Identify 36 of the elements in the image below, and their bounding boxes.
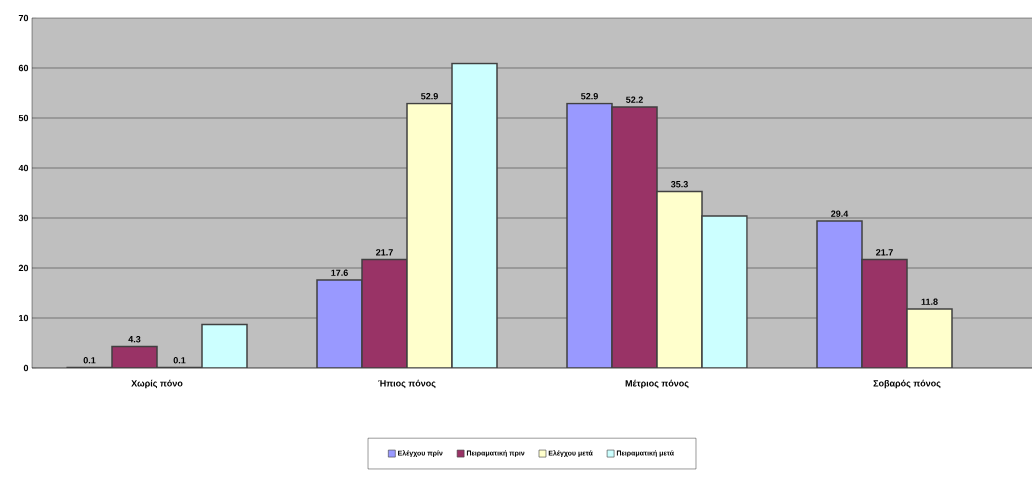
x-tick-label: Ήπιος πόνος (378, 379, 436, 389)
data-label: 21.7 (876, 249, 893, 256)
y-tick-label: 0 (23, 364, 29, 372)
bar (316, 279, 363, 368)
bar (861, 258, 908, 368)
data-label: 52.2 (626, 96, 643, 103)
y-tick-label: 30 (18, 214, 29, 222)
y-tick-label: 20 (18, 264, 29, 272)
data-label: 35.3 (670, 181, 688, 188)
x-tick-label: Σοβαρός πόνος (873, 379, 941, 389)
y-tick-label: 50 (18, 114, 29, 122)
bar (657, 191, 703, 368)
x-tick-label: Μέτριος πόνος (625, 379, 689, 389)
bar (361, 258, 408, 368)
bar (406, 102, 453, 368)
bar (906, 308, 953, 368)
bar (201, 323, 248, 368)
data-label: 52.9 (581, 93, 598, 100)
bar (701, 215, 748, 368)
y-tick-label: 70 (18, 14, 29, 22)
data-label: 52.9 (421, 93, 438, 100)
data-label: 11.8 (921, 298, 938, 305)
y-tick-label: 10 (19, 314, 29, 322)
y-tick-label: 60 (18, 64, 29, 72)
bar (451, 62, 498, 368)
data-label: 21.7 (376, 249, 393, 256)
x-tick-label: Χωρίς πόνο (131, 379, 183, 389)
data-label: 4.3 (128, 336, 141, 343)
bar (567, 103, 612, 368)
data-label: 29.4 (831, 210, 849, 217)
data-label: 17.6 (331, 269, 348, 276)
y-tick-label: 40 (18, 164, 29, 172)
bar (816, 220, 863, 368)
bar (612, 107, 658, 368)
data-label: 0.1 (83, 357, 96, 364)
data-label: 0.1 (173, 357, 186, 364)
